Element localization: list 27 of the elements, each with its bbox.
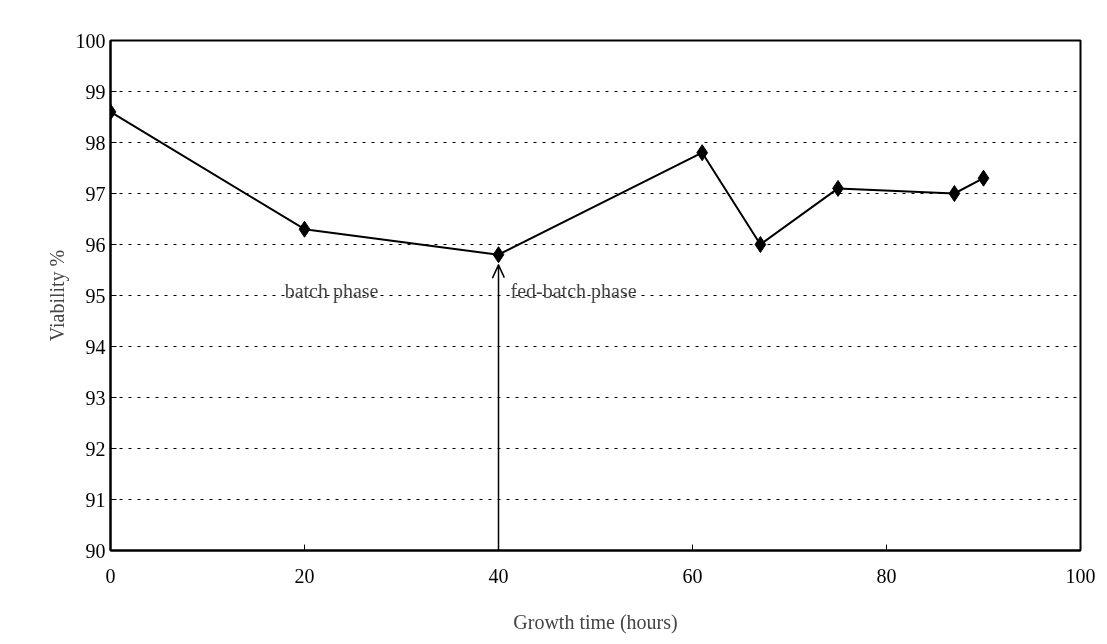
point xyxy=(977,169,990,187)
y-axis-title: Viability % xyxy=(45,249,69,342)
x-tick-label: 60 xyxy=(682,564,703,587)
x-tick-label: 40 xyxy=(488,564,509,587)
point xyxy=(754,236,767,253)
x-tick-label: 0 xyxy=(105,564,116,587)
y-tick-label: 94 xyxy=(85,335,106,358)
y-tick-label: 93 xyxy=(85,386,106,409)
x-tick-label: 80 xyxy=(876,564,897,587)
y-tick-label: 91 xyxy=(85,488,106,511)
point xyxy=(298,220,311,238)
x-axis-title: Growth time (hours) xyxy=(513,610,678,634)
y-tick-label: 99 xyxy=(85,80,106,103)
point xyxy=(948,185,961,202)
y-tick-label: 90 xyxy=(85,539,106,562)
y-tick-label: 92 xyxy=(85,437,106,460)
y-tick-label: 97 xyxy=(85,182,106,205)
annotation: batch phase xyxy=(284,279,379,303)
x-tick-label: 100 xyxy=(1065,564,1096,587)
point xyxy=(696,144,709,162)
y-tick-label: 100 xyxy=(75,29,106,52)
y-tick-label: 95 xyxy=(85,284,106,307)
point xyxy=(492,246,505,264)
y-tick-label: 96 xyxy=(85,233,106,256)
y-tick-label: 98 xyxy=(85,131,106,154)
annotation: fed-batch phase xyxy=(510,279,637,303)
x-tick-label: 20 xyxy=(294,564,315,587)
